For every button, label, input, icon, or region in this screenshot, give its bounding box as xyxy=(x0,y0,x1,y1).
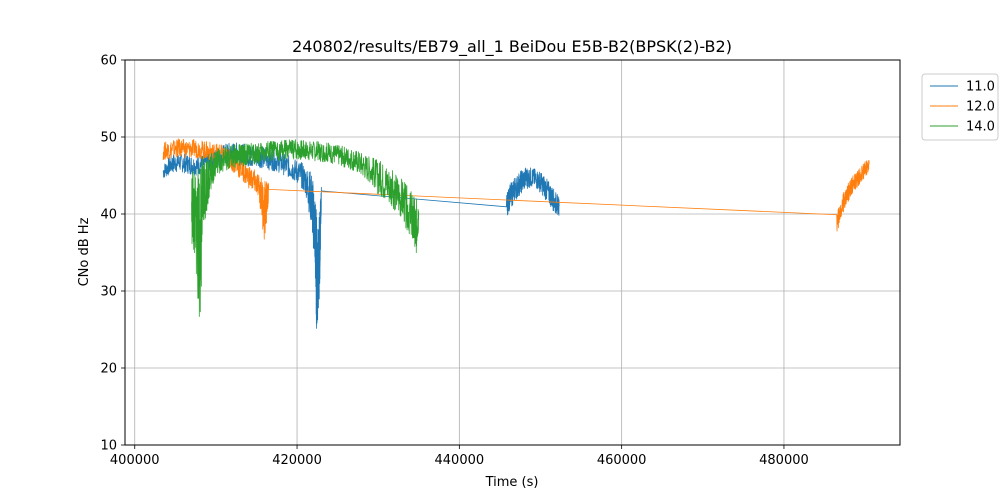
legend-box xyxy=(921,73,999,141)
y-tick-label: 40 xyxy=(100,208,117,223)
legend-label-14.0: 14.0 xyxy=(966,120,995,135)
series-line-12.0 xyxy=(162,138,870,240)
x-tick-label: 420000 xyxy=(272,453,322,468)
series-line-11.0 xyxy=(162,142,560,329)
x-tick-label: 480000 xyxy=(759,453,809,468)
series-line-14.0 xyxy=(191,139,420,317)
x-tick-label: 400000 xyxy=(110,453,160,468)
plot-area: 400000 420000 440000 460000 480000 10 20 30 40 5… xyxy=(100,54,901,468)
series-group xyxy=(162,138,870,329)
x-axis-title: Time (s) xyxy=(485,475,539,490)
series-14.0 xyxy=(191,139,420,317)
legend: 11.0 12.0 14.0 xyxy=(921,73,999,141)
legend-label-11.0: 11.0 xyxy=(966,80,995,95)
plot-frame xyxy=(124,59,901,446)
series-11.0 xyxy=(162,142,560,329)
x-tick-label: 440000 xyxy=(435,453,485,468)
x-axis-ticks: 400000 420000 440000 460000 480000 xyxy=(110,445,809,468)
y-tick-label: 20 xyxy=(100,362,117,377)
chart-title: 240802/results/EB79_all_1 BeiDou E5B-B2(… xyxy=(292,37,732,57)
plot-background xyxy=(125,60,900,445)
y-tick-label: 50 xyxy=(100,131,117,146)
y-tick-label: 30 xyxy=(100,285,117,300)
y-axis-ticks: 10 20 30 40 50 60 xyxy=(100,54,125,454)
x-tick-label: 460000 xyxy=(597,453,647,468)
y-tick-label: 10 xyxy=(100,439,117,454)
series-12.0 xyxy=(162,138,870,240)
y-tick-label: 60 xyxy=(100,54,117,69)
y-axis-title: CNo dB Hz xyxy=(77,217,92,286)
legend-label-12.0: 12.0 xyxy=(966,100,995,115)
